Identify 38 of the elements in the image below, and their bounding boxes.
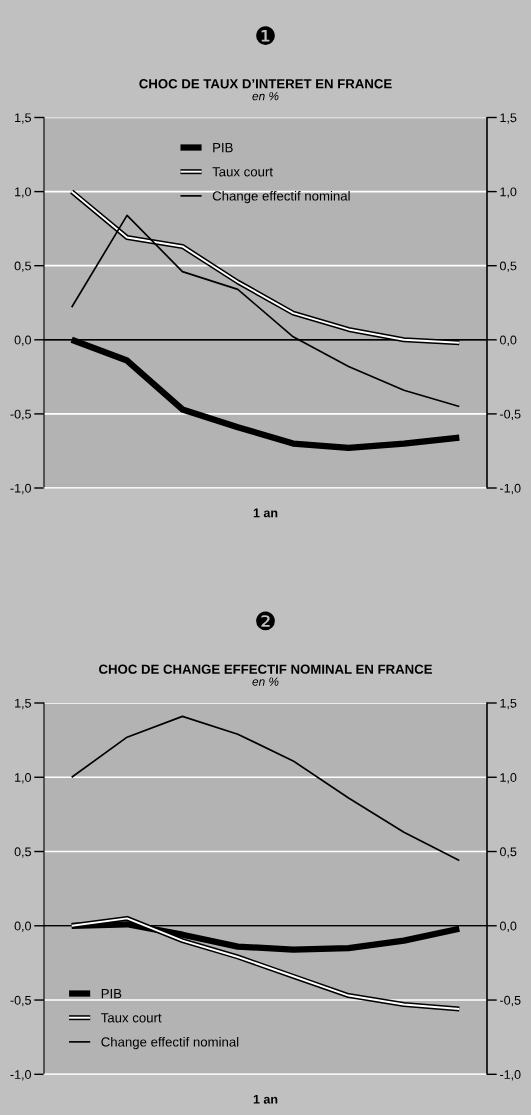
chart-title: CHOC DE CHANGE EFFECTIF NOMINAL EN FRANCE xyxy=(99,664,432,674)
y-tick-label: -0,5 xyxy=(10,995,31,1007)
y-tick-label: -1,0 xyxy=(10,483,32,495)
y2-tick-label: 1,5 xyxy=(500,113,517,124)
legend-label: Taux court xyxy=(101,1013,162,1023)
text: 1 an xyxy=(253,1094,278,1104)
text: ❷ xyxy=(256,611,275,631)
y2-tick-label: -0,5 xyxy=(500,409,521,421)
legend-label: Change effectif nominal xyxy=(101,1036,239,1050)
chart-title: CHOC DE TAUX D’INTERET EN FRANCE xyxy=(139,79,392,89)
y-tick-label: 0,0 xyxy=(14,921,32,932)
chart-subtitle: en % xyxy=(252,677,279,686)
y2-tick-label: -1,0 xyxy=(500,1070,521,1081)
legend-label: Change effectif nominal xyxy=(212,190,350,204)
text: ❶ xyxy=(256,26,275,45)
y2-tick-label: -0,5 xyxy=(500,995,521,1007)
text: 1 an xyxy=(253,508,278,518)
y2-tick-label: 1,5 xyxy=(500,698,517,710)
y-tick-label: 1,0 xyxy=(15,187,32,198)
y2-tick-label: 0,0 xyxy=(499,335,517,346)
legend-label: PIB xyxy=(213,143,233,153)
y-tick-label: -1,0 xyxy=(10,1070,32,1081)
y-tick-label: 1,5 xyxy=(15,113,31,124)
y-tick-label: 0,0 xyxy=(14,335,32,346)
legend-label: PIB xyxy=(101,989,122,999)
y2-tick-label: 0,5 xyxy=(499,847,517,858)
y-tick-label: 1,0 xyxy=(15,773,32,784)
y2-tick-label: -1,0 xyxy=(500,483,521,495)
y-tick-label: 1,5 xyxy=(15,698,31,710)
legend-label: Taux court xyxy=(212,167,273,177)
y-tick-label: -0,5 xyxy=(10,409,31,421)
y2-tick-label: 0,5 xyxy=(499,261,517,272)
y-tick-label: 0,5 xyxy=(14,847,31,858)
y2-tick-label: 0,0 xyxy=(499,921,517,932)
y2-tick-label: 1,0 xyxy=(500,187,517,198)
chart-subtitle: en % xyxy=(252,91,279,101)
y-tick-label: 0,5 xyxy=(14,261,31,272)
y2-tick-label: 1,0 xyxy=(500,773,517,784)
